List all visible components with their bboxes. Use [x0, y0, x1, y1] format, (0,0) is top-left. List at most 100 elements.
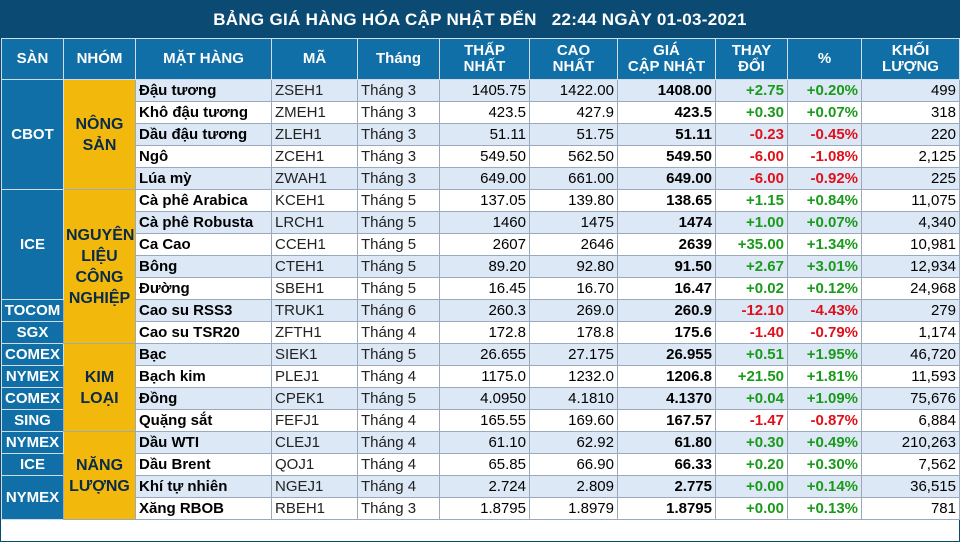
contract-month: Tháng 4 [357, 365, 440, 388]
table-row: NYMEX Bạch kim PLEJ1 Tháng 4 1175.0 1232.0 120… [1, 365, 960, 388]
low-price: 1460 [439, 211, 530, 234]
contract-month: Tháng 4 [357, 431, 440, 454]
commodity-name: Đồng [135, 387, 272, 410]
percent-change: -0.87% [787, 409, 862, 432]
ticker-code: ZLEH1 [271, 123, 358, 146]
ticker-code: FEFJ1 [271, 409, 358, 432]
contract-month: Tháng 5 [357, 233, 440, 256]
table-row: Cà phê Robusta LRCH1 Tháng 5 1460 1475 1474 +1… [2, 211, 960, 234]
percent-change: +0.20% [787, 79, 862, 102]
table-row: TOCOM Cao su RSS3 TRUK1 Tháng 6 260.3 269.0 26… [1, 299, 960, 322]
ticker-code: ZCEH1 [271, 145, 358, 168]
percent-change: -0.45% [787, 123, 862, 146]
price-change: -1.40 [715, 321, 788, 344]
ticker-code: LRCH1 [271, 211, 358, 234]
price-change: +0.04 [715, 387, 788, 410]
last-price: 175.6 [617, 321, 716, 344]
exchange-cell: SGX [1, 321, 64, 344]
high-price: 51.75 [529, 123, 618, 146]
high-price: 178.8 [529, 321, 618, 344]
header-change: THAY ĐỔI [715, 38, 788, 80]
last-price: 167.57 [617, 409, 716, 432]
percent-change: -1.08% [787, 145, 862, 168]
low-price: 89.20 [439, 255, 530, 278]
last-price: 2.775 [617, 475, 716, 498]
volume: 2,125 [861, 145, 960, 168]
last-price: 423.5 [617, 101, 716, 124]
low-price: 1405.75 [439, 79, 530, 102]
contract-month: Tháng 4 [357, 321, 440, 344]
volume: 499 [861, 79, 960, 102]
table-row: CBOT NÔNG SẢN Đậu tương ZSEH1 Tháng 3 1405.75… [1, 79, 960, 190]
header-high: CAO NHẤT [529, 38, 618, 80]
volume: 7,562 [861, 453, 960, 476]
percent-change: +1.09% [787, 387, 862, 410]
ticker-code: SBEH1 [271, 277, 358, 300]
volume: 279 [861, 299, 960, 322]
last-price: 1408.00 [617, 79, 716, 102]
table-row: Khô đậu tương ZMEH1 Tháng 3 423.5 427.9 423.5… [2, 101, 960, 124]
low-price: 2607 [439, 233, 530, 256]
high-price: 661.00 [529, 167, 618, 190]
table-row: Ca Cao CCEH1 Tháng 5 2607 2646 2639 +35.00 +1.3… [2, 233, 960, 256]
last-price: 1.8795 [617, 497, 716, 520]
price-change: +1.00 [715, 211, 788, 234]
commodity-name: Khí tự nhiên [135, 475, 272, 498]
exchange-cell: NYMEX [1, 431, 64, 454]
commodity-name: Bông [135, 255, 272, 278]
table-row: Xăng RBOB RBEH1 Tháng 3 1.8795 1.8979 1.8795 +… [2, 497, 960, 520]
commodity-name: Cao su TSR20 [135, 321, 272, 344]
header-exchange: SÀN [1, 38, 64, 80]
exchange-cell: SING [1, 409, 64, 432]
volume: 36,515 [861, 475, 960, 498]
price-change: -6.00 [715, 167, 788, 190]
low-price: 1.8795 [439, 497, 530, 520]
low-price: 137.05 [439, 189, 530, 212]
contract-month: Tháng 3 [357, 167, 440, 190]
high-price: 169.60 [529, 409, 618, 432]
exchange-cell: COMEX [1, 387, 64, 410]
contract-month: Tháng 5 [357, 387, 440, 410]
commodity-name: Đậu tương [135, 79, 272, 102]
commodity-name: Bạch kim [135, 365, 272, 388]
header-volume: KHỐI LƯỢNG [861, 38, 960, 80]
commodity-name: Dầu Brent [135, 453, 272, 476]
ticker-code: CTEH1 [271, 255, 358, 278]
last-price: 16.47 [617, 277, 716, 300]
price-change: +2.75 [715, 79, 788, 102]
last-price: 4.1370 [617, 387, 716, 410]
commodity-name: Quặng sắt [135, 409, 272, 432]
commodity-name: Cà phê Robusta [135, 211, 272, 234]
ticker-code: PLEJ1 [271, 365, 358, 388]
ticker-code: ZWAH1 [271, 167, 358, 190]
percent-change: -0.92% [787, 167, 862, 190]
price-table: SÀN NHÓM MẶT HÀNG MÃ Tháng THẤP NHẤT CAO… [1, 38, 960, 520]
exchange-cell: ICE [1, 189, 64, 300]
low-price: 1175.0 [439, 365, 530, 388]
commodity-name: Ca Cao [135, 233, 272, 256]
ticker-code: ZFTH1 [271, 321, 358, 344]
ticker-code: SIEK1 [271, 343, 358, 366]
volume: 11,075 [861, 189, 960, 212]
last-price: 61.80 [617, 431, 716, 454]
ticker-code: KCEH1 [271, 189, 358, 212]
percent-change: +0.14% [787, 475, 862, 498]
low-price: 26.655 [439, 343, 530, 366]
commodity-name: Đường [135, 277, 272, 300]
contract-month: Tháng 5 [357, 343, 440, 366]
percent-change: +3.01% [787, 255, 862, 278]
percent-change: +0.12% [787, 277, 862, 300]
low-price: 61.10 [439, 431, 530, 454]
exchange-cell: COMEX [1, 343, 64, 366]
volume: 46,720 [861, 343, 960, 366]
price-change: -0.23 [715, 123, 788, 146]
low-price: 165.55 [439, 409, 530, 432]
last-price: 260.9 [617, 299, 716, 322]
table-row: Dầu đậu tương ZLEH1 Tháng 3 51.11 51.75 51.11… [2, 123, 960, 146]
price-change: +0.30 [715, 101, 788, 124]
low-price: 65.85 [439, 453, 530, 476]
ticker-code: TRUK1 [271, 299, 358, 322]
high-price: 2646 [529, 233, 618, 256]
price-change: +0.00 [715, 475, 788, 498]
table-row: SING Quặng sắt FEFJ1 Tháng 4 165.55 169.60 167… [1, 409, 960, 432]
